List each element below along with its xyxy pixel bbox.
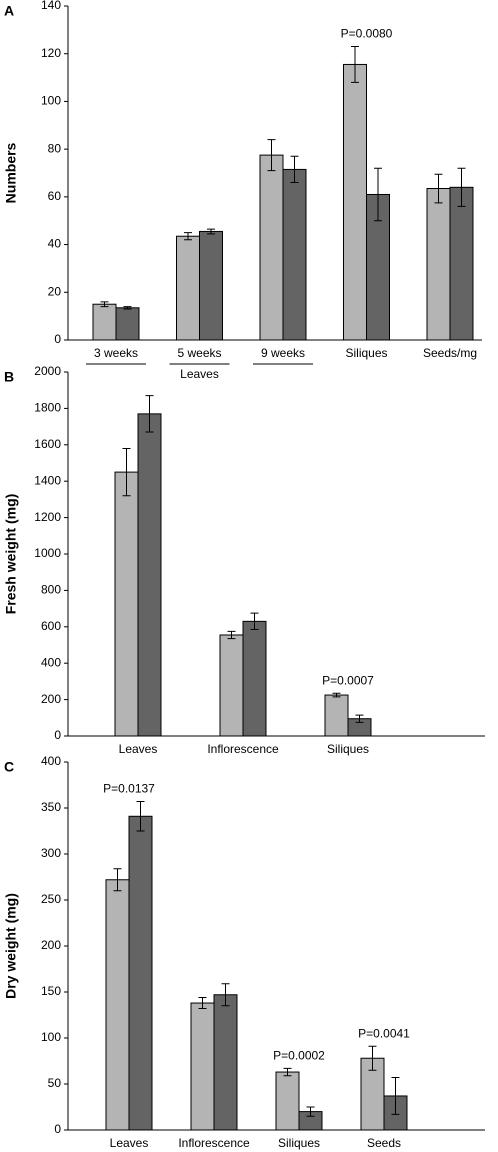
error-bar [267, 139, 276, 172]
y-tick-label: 1800 [34, 401, 61, 415]
y-tick-label: 100 [41, 1030, 61, 1044]
y-tick-label: 140 [41, 0, 61, 12]
error-bar [198, 997, 207, 1010]
bar [176, 235, 200, 341]
error-bar [355, 714, 364, 723]
annotation: P=0.0041 [358, 1026, 410, 1040]
y-tick-label: 400 [41, 655, 61, 669]
panel-label: B [4, 369, 14, 385]
y-tick-label: 600 [41, 619, 61, 633]
error-bar [283, 1067, 292, 1077]
y-axis-title: Dry weight (mg) [3, 893, 19, 999]
x-tick-label: 3 weeks [94, 346, 138, 360]
bar [137, 413, 162, 737]
error-bar [250, 612, 259, 631]
annotation: P=0.0080 [341, 27, 393, 41]
y-tick-label: 0 [54, 1122, 61, 1136]
y-tick-label: 20 [48, 284, 62, 298]
error-bar [434, 173, 443, 204]
y-tick-label: 1000 [34, 546, 61, 560]
x-group-label: Leaves [180, 367, 219, 381]
x-tick-label: Siliques [327, 742, 369, 756]
x-tick-label: Siliques [345, 346, 387, 360]
bar [190, 1002, 215, 1131]
bar [213, 994, 238, 1131]
error-bar [391, 1077, 400, 1115]
error-bar [374, 167, 382, 222]
bar [426, 188, 451, 341]
error-bar [306, 1106, 315, 1117]
bar [242, 620, 267, 737]
y-tick-label: 1600 [34, 437, 61, 451]
x-tick-label: Inflorescence [178, 1136, 250, 1150]
y-tick-label: 200 [41, 692, 61, 706]
bar [114, 471, 139, 737]
y-tick-label: 400 [41, 754, 61, 768]
bar [115, 307, 140, 341]
y-tick-label: 350 [41, 800, 61, 814]
y-axis-title: Numbers [3, 142, 19, 203]
y-tick-label: 40 [48, 237, 62, 251]
y-axis-title: Fresh weight (mg) [3, 494, 19, 615]
y-tick-label: 1400 [34, 473, 61, 487]
x-tick-label: Leaves [119, 742, 158, 756]
x-tick-label: Seeds [367, 1136, 401, 1150]
error-bar [100, 301, 109, 308]
annotation: P=0.0137 [103, 782, 155, 796]
x-tick-label: Inflorescence [207, 742, 279, 756]
y-tick-label: 80 [48, 141, 62, 155]
error-bar [123, 306, 132, 310]
error-bar [290, 155, 299, 184]
bar [199, 230, 223, 341]
error-bar [351, 46, 359, 83]
y-tick-label: 250 [41, 892, 61, 906]
x-tick-label: Siliques [278, 1136, 320, 1150]
y-tick-label: 0 [54, 728, 61, 742]
y-tick-label: 200 [41, 938, 61, 952]
y-tick-label: 60 [48, 189, 62, 203]
x-tick-label: Leaves [110, 1136, 149, 1150]
bar [105, 879, 130, 1131]
panel-label: C [4, 759, 14, 775]
y-tick-label: 0 [54, 332, 61, 346]
bar [275, 1071, 300, 1131]
error-bar [207, 228, 215, 235]
x-tick-label: Seeds/mg [423, 346, 477, 360]
error-bar [368, 1045, 377, 1071]
bar [324, 694, 349, 737]
annotation: P=0.0007 [322, 673, 374, 687]
bar [282, 168, 307, 341]
y-tick-label: 100 [41, 94, 61, 108]
y-tick-label: 1200 [34, 510, 61, 524]
panel-label: A [4, 3, 14, 19]
bar [449, 186, 474, 341]
y-tick-label: 120 [41, 46, 61, 60]
y-tick-label: 300 [41, 846, 61, 860]
error-bar [145, 395, 154, 433]
bar [219, 634, 244, 737]
y-tick-label: 2000 [34, 364, 61, 378]
y-tick-label: 150 [41, 984, 61, 998]
y-tick-label: 50 [48, 1076, 62, 1090]
bar [128, 815, 153, 1131]
y-tick-label: 800 [41, 583, 61, 597]
error-bar [332, 692, 341, 698]
annotation: P=0.0002 [273, 1049, 325, 1063]
bar [343, 63, 367, 341]
error-bar [184, 232, 192, 241]
bar [92, 303, 117, 341]
error-bar [122, 447, 131, 497]
bar [259, 154, 284, 341]
error-bar [113, 868, 122, 892]
error-bar [227, 630, 236, 640]
error-bar [136, 801, 145, 832]
x-tick-label: 9 weeks [261, 346, 305, 360]
error-bar [221, 983, 230, 1007]
error-bar [457, 167, 466, 207]
x-tick-label: 5 weeks [177, 346, 221, 360]
